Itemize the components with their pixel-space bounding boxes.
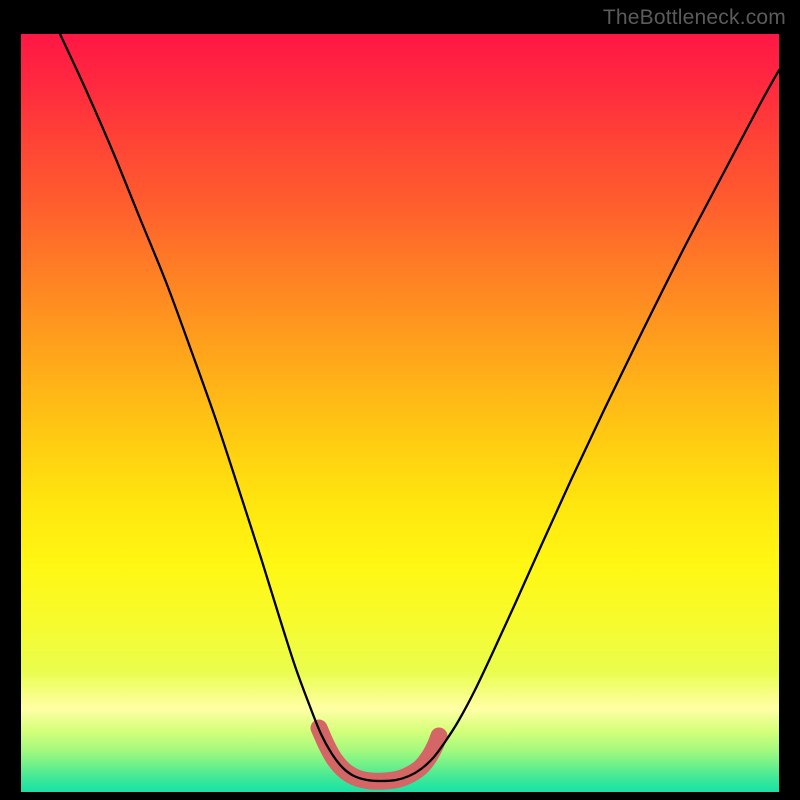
watermark-text: TheBottleneck.com	[603, 6, 786, 30]
plot-frame	[21, 34, 779, 792]
valley-marker-path	[319, 728, 439, 781]
bottleneck-curve	[60, 34, 779, 781]
curve-layer	[21, 34, 779, 792]
